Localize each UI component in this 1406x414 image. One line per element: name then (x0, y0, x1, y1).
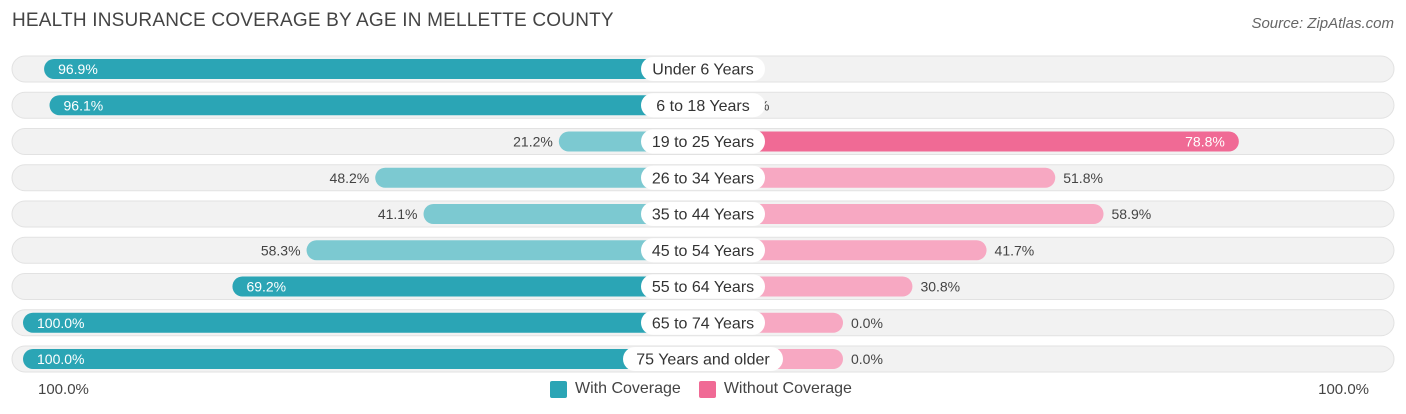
legend: With Coverage Without Coverage (550, 380, 870, 398)
value-label-without: 41.7% (995, 242, 1035, 258)
category-pill (641, 129, 765, 154)
category-pill (623, 347, 783, 371)
bar-with-coverage (423, 204, 703, 224)
category-pill (641, 202, 765, 226)
bar-without-coverage (703, 131, 1239, 152)
legend-label-with: With Coverage (575, 380, 681, 397)
legend-swatch-without (698, 380, 716, 398)
bar-with-coverage (23, 349, 703, 369)
legend-swatch-with (550, 380, 567, 398)
category-pill (641, 165, 765, 190)
value-label-with: 58.3% (261, 242, 301, 258)
value-label-without: 30.8% (920, 279, 960, 295)
value-label-with: 21.2% (513, 134, 553, 150)
category-pill (641, 57, 765, 81)
legend-label-without: Without Coverage (723, 380, 852, 397)
value-label-without: 58.9% (1112, 206, 1152, 222)
category-pill (641, 310, 765, 335)
bar-without-coverage (703, 240, 987, 261)
value-label-without: 0.0% (851, 351, 883, 367)
bar-with-coverage (306, 240, 703, 261)
legend-item-without-coverage: Without Coverage (698, 380, 852, 398)
category-label: 19 to 25 Years (652, 134, 754, 151)
category-pill (641, 93, 765, 118)
value-label-without: 51.8% (1063, 170, 1103, 186)
category-label: Under 6 Years (652, 62, 753, 79)
axis-left-label: 100.0% (38, 381, 89, 398)
category-label: 45 to 54 Years (652, 243, 754, 260)
bar-with-coverage (23, 312, 703, 333)
bar-with-coverage (44, 59, 703, 79)
source-label: Source: ZipAtlas.com (1251, 15, 1394, 32)
category-label: 55 to 64 Years (652, 279, 754, 296)
category-label: 65 to 74 Years (652, 315, 754, 332)
axis-right-label: 100.0% (1318, 381, 1369, 398)
value-label-with: 41.1% (378, 206, 418, 222)
value-label-with: 96.9% (58, 61, 98, 77)
category-label: 6 to 18 Years (656, 98, 749, 115)
bar-with-coverage (375, 167, 703, 188)
value-label-with: 96.1% (64, 97, 104, 113)
category-label: 75 Years and older (636, 352, 770, 369)
value-label-without: 78.8% (1185, 134, 1225, 150)
category-pill (641, 238, 765, 263)
legend-item-with-coverage: With Coverage (550, 380, 681, 398)
bar-without-coverage (703, 204, 1104, 224)
value-label-with: 48.2% (330, 170, 370, 186)
value-label-with: 100.0% (37, 351, 84, 367)
chart-title: HEALTH INSURANCE COVERAGE BY AGE IN MELL… (12, 10, 614, 31)
bar-without-coverage (703, 167, 1056, 188)
category-pill (641, 274, 765, 299)
category-label: 35 to 44 Years (652, 207, 754, 224)
value-label-with: 69.2% (246, 279, 286, 295)
bar-with-coverage (232, 276, 703, 297)
value-label-without: 0.0% (851, 315, 883, 331)
bar-with-coverage (49, 95, 703, 116)
category-label: 26 to 34 Years (652, 170, 754, 187)
value-label-with: 100.0% (37, 315, 84, 331)
